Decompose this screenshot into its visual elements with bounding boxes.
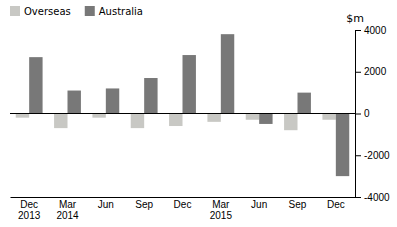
x-tick-label: Mar2014: [56, 199, 79, 221]
chart: Dec2013Mar2014JunSepDecMar2015JunSepDec-…: [0, 0, 397, 227]
x-tick: Dec: [174, 199, 192, 210]
legend-item: Overseas: [10, 6, 71, 17]
y-label: $m: [346, 12, 364, 25]
y-tick-label: 0: [364, 108, 370, 119]
bar: [16, 114, 29, 118]
bar: [284, 114, 297, 131]
legend-label: Australia: [99, 6, 143, 17]
x-tick: Jun: [251, 199, 267, 210]
y-tick-label: 4000: [364, 25, 387, 36]
x-tick: Sep: [135, 199, 153, 210]
y-tick-mark: [355, 72, 361, 73]
legend-label: Overseas: [24, 6, 71, 17]
bar: [54, 114, 67, 129]
legend: Overseas Australia: [10, 6, 143, 17]
x-tick-label: Sep: [289, 199, 307, 210]
bar: [221, 34, 234, 113]
bar: [144, 78, 157, 113]
y-tick: 0: [355, 108, 370, 119]
bar-series: [16, 114, 336, 131]
bar: [92, 114, 105, 118]
bar: [106, 88, 119, 113]
bar: [131, 114, 144, 129]
y-tick: 4000: [355, 25, 387, 36]
bar: [68, 91, 81, 114]
x-axis-line: [11, 197, 356, 198]
y-tick-mark: [355, 155, 361, 156]
bar: [169, 114, 182, 127]
y-tick-label: 2000: [364, 66, 387, 77]
x-tick: Mar2014: [56, 199, 79, 221]
x-axis: Dec2013 Mar2014 Jun Sep Dec Mar2015 Jun Sep Dec: [11, 198, 356, 222]
bar: [246, 114, 259, 120]
x-tick-label: Sep: [135, 199, 153, 210]
y-tick-mark: [355, 197, 361, 198]
bars: [16, 34, 350, 176]
x-tick-label: Dec2013: [18, 199, 41, 221]
x-tick: Dec2013: [18, 199, 41, 221]
legend-swatch: [10, 6, 20, 16]
x-tick-label: Dec: [327, 199, 345, 210]
zero-line: [10, 113, 355, 114]
y-axis: -4000 -2000 0 2000 4000: [355, 25, 390, 203]
x-tick: Dec: [327, 199, 345, 210]
y-tick-mark: [355, 114, 361, 115]
bar: [29, 57, 42, 113]
x-tick-label: Jun: [98, 199, 114, 210]
y-tick: 2000: [355, 66, 387, 77]
y-tick: -4000: [355, 192, 390, 203]
bar: [207, 114, 220, 122]
x-tick-label: Dec: [174, 199, 192, 210]
legend-item: Australia: [85, 6, 143, 17]
legend-swatch: [85, 6, 95, 16]
y-axis-line: [356, 31, 362, 198]
y-tick-label: -2000: [364, 150, 390, 161]
bar: [183, 55, 196, 113]
x-tick-label: Jun: [251, 199, 267, 210]
bar: [336, 114, 349, 177]
y-tick: -2000: [355, 150, 390, 161]
x-tick: Sep: [289, 199, 307, 210]
x-tick: Jun: [98, 199, 114, 210]
bar: [259, 114, 272, 124]
y-tick-mark: [355, 30, 361, 31]
bar-series: [29, 34, 349, 176]
x-tick: Mar2015: [210, 199, 233, 221]
bar: [322, 114, 335, 120]
bar: [298, 93, 311, 114]
x-tick-label: Mar2015: [210, 199, 233, 221]
y-tick-label: -4000: [364, 192, 390, 203]
